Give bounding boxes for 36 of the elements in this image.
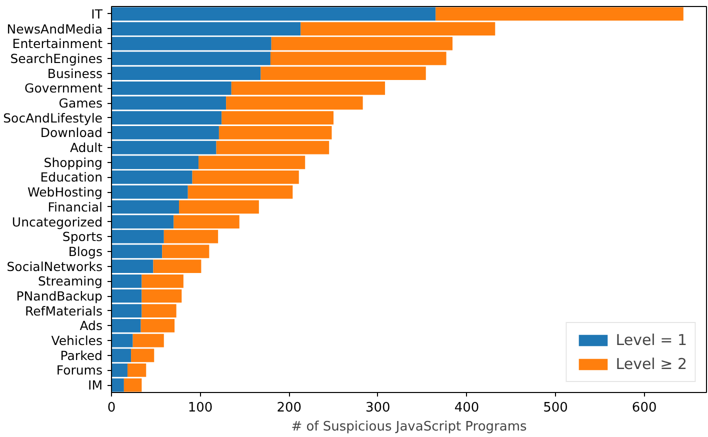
x-tick-label: 100 <box>188 400 213 416</box>
y-tick-label: Government <box>24 80 103 96</box>
x-tick-label: 300 <box>366 400 390 416</box>
y-tick-label: Ads <box>80 318 103 334</box>
y-tick-label: IM <box>88 378 103 393</box>
x-tick-label: 400 <box>454 400 480 416</box>
legend-label: Level ≥ 2 <box>616 355 687 373</box>
y-tick-label: Blogs <box>68 244 103 259</box>
y-tick-label: Parked <box>60 348 103 363</box>
y-tick-label: Forums <box>56 362 103 378</box>
y-tick-label: SocialNetworks <box>6 258 102 274</box>
x-axis-title: # of Suspicious JavaScript Programs <box>291 420 528 434</box>
y-tick-label: Shopping <box>44 154 103 170</box>
y-tick-label: Games <box>58 96 103 110</box>
x-tick-label: 0 <box>107 400 116 416</box>
y-tick-label: Download <box>40 125 103 140</box>
legend-label: Level = 1 <box>616 331 687 349</box>
y-tick-label: SearchEngines <box>10 50 103 66</box>
x-tick-label: 500 <box>543 400 568 416</box>
y-tick-label: Financial <box>48 199 103 214</box>
y-tick-label: Streaming <box>38 274 103 289</box>
y-tick-label: IT <box>91 6 103 22</box>
y-tick-label: WebHosting <box>27 184 103 200</box>
y-tick-label: Vehicles <box>51 333 103 348</box>
y-tick-label: SocAndLifestyle <box>3 110 103 126</box>
y-tick-label: RefMaterials <box>24 303 103 318</box>
y-tick-label: Adult <box>70 140 103 156</box>
x-tick-label: 600 <box>632 400 657 416</box>
y-tick-label: Sports <box>62 229 103 244</box>
y-tick-label: NewsAndMedia <box>6 21 103 36</box>
y-tick-label: Entertainment <box>12 36 103 52</box>
y-tick-label: Uncategorized <box>12 214 102 230</box>
y-tick-label: Business <box>47 66 103 81</box>
y-tick-label: Education <box>40 170 103 185</box>
x-tick-label: 200 <box>276 400 302 416</box>
y-tick-label: PNandBackup <box>16 288 103 304</box>
